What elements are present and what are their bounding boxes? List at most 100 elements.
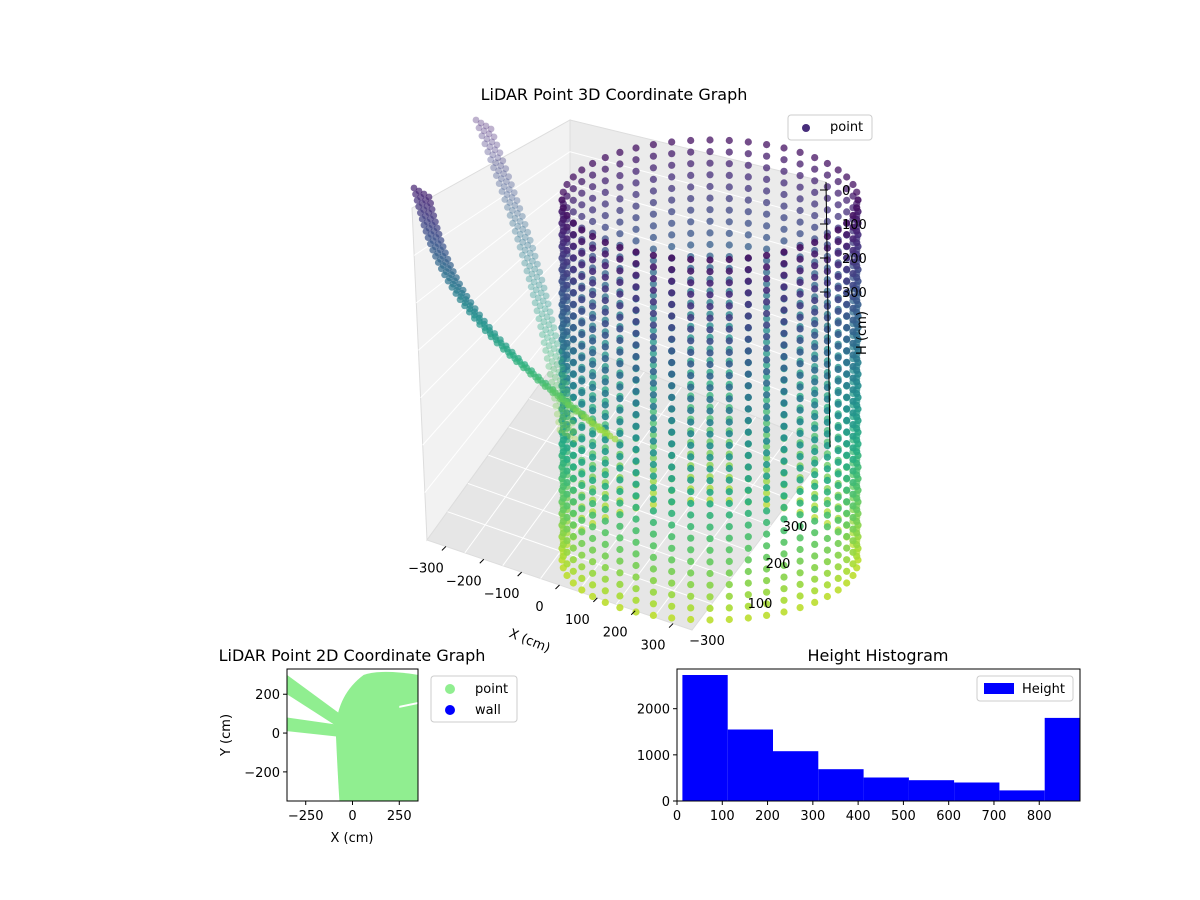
data-point — [744, 150, 752, 158]
data-point — [513, 358, 520, 366]
data-point — [589, 337, 597, 345]
data-point — [763, 210, 771, 218]
data-point — [668, 208, 676, 216]
data-point — [589, 360, 597, 368]
data-point — [537, 323, 545, 331]
data-point — [849, 180, 857, 189]
data-point — [563, 235, 571, 243]
data-point — [480, 127, 488, 135]
x-tick-label-hist: 600 — [936, 809, 961, 824]
data-point — [763, 286, 771, 294]
data-point — [687, 476, 695, 484]
data-point — [563, 211, 571, 220]
data-point — [589, 232, 597, 241]
data-point — [849, 467, 857, 475]
data-point — [601, 238, 609, 246]
data-point — [420, 221, 428, 229]
data-point — [823, 360, 832, 368]
data-point — [508, 181, 515, 189]
data-point — [456, 296, 464, 304]
data-point — [843, 474, 851, 482]
data-point — [589, 279, 597, 287]
data-point — [834, 249, 842, 257]
data-point — [601, 447, 609, 456]
data-point — [843, 405, 851, 413]
x-tick-label-3d: 300 — [641, 639, 666, 654]
data-point — [706, 240, 714, 249]
data-point — [834, 261, 842, 269]
data-point — [834, 516, 842, 524]
data-point — [508, 194, 516, 201]
data-point — [744, 347, 752, 355]
x-tick-label-hist: 800 — [1027, 809, 1052, 824]
data-point — [796, 406, 804, 414]
data-point — [780, 329, 788, 337]
data-point — [744, 591, 752, 599]
data-point — [578, 365, 586, 373]
data-point — [780, 156, 788, 164]
data-point — [823, 442, 832, 450]
data-point — [601, 378, 609, 386]
data-point — [811, 200, 819, 208]
data-point — [811, 165, 819, 173]
data-point — [632, 596, 640, 604]
data-point — [616, 325, 624, 333]
data-point — [796, 522, 804, 530]
data-point — [632, 283, 640, 291]
data-point — [811, 482, 819, 490]
data-point — [668, 533, 676, 541]
data-point — [569, 289, 577, 297]
data-point — [601, 587, 609, 595]
data-point — [823, 430, 832, 438]
data-point — [548, 316, 556, 324]
data-point — [563, 502, 571, 510]
data-point — [632, 376, 640, 384]
data-point — [578, 201, 586, 209]
data-point — [706, 500, 714, 508]
data-point — [744, 533, 752, 541]
data-point — [524, 254, 531, 262]
data-point — [843, 300, 851, 308]
data-point — [744, 138, 752, 146]
data-point — [668, 428, 676, 436]
data-point — [567, 411, 575, 419]
data-point — [668, 602, 676, 610]
data-point — [725, 453, 733, 461]
data-point — [649, 338, 658, 346]
data-point — [823, 569, 832, 577]
data-point — [744, 521, 752, 529]
data-point — [843, 242, 851, 250]
data-point — [539, 297, 547, 305]
data-point — [780, 179, 788, 187]
data-point — [513, 197, 521, 204]
data-point — [552, 402, 560, 410]
data-point — [823, 183, 832, 191]
data-point — [563, 571, 571, 580]
data-point — [578, 528, 586, 536]
data-point — [528, 270, 536, 278]
data-point — [668, 382, 676, 390]
grid-line-wall — [424, 309, 571, 493]
data-point — [413, 197, 421, 204]
data-point — [563, 316, 571, 324]
data-point — [632, 527, 640, 535]
data-point — [744, 544, 752, 552]
data-point — [849, 281, 857, 289]
data-point — [687, 511, 695, 519]
data-point — [763, 164, 771, 172]
data-point — [500, 183, 508, 191]
data-point — [561, 380, 569, 387]
data-point — [811, 517, 819, 525]
data-point — [668, 405, 676, 413]
data-point — [589, 407, 597, 415]
data-point — [549, 386, 557, 394]
data-point — [563, 525, 571, 533]
data-point — [796, 604, 804, 612]
data-point — [853, 188, 861, 196]
data-point — [706, 535, 714, 543]
data-point — [796, 418, 804, 426]
data-point — [763, 199, 771, 207]
data-point — [578, 319, 586, 327]
data-point — [616, 336, 624, 345]
data-point — [706, 465, 714, 473]
